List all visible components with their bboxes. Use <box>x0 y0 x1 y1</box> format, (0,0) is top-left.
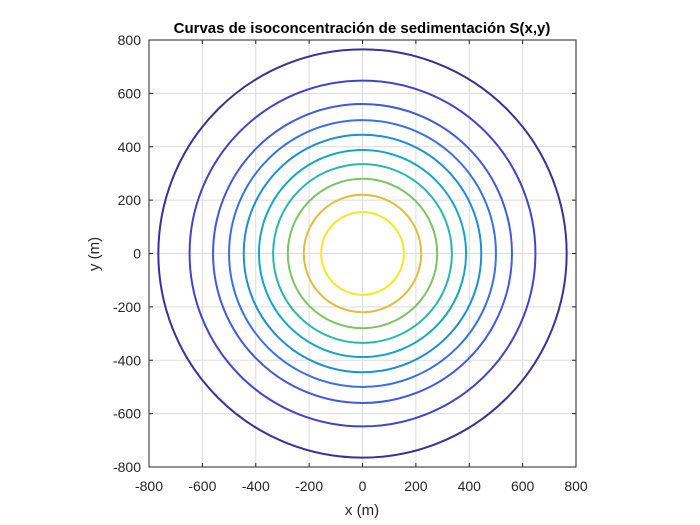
y-axis-label: y (m) <box>86 237 103 271</box>
y-tick-label: 0 <box>133 246 141 262</box>
contour-line-1 <box>157 48 568 459</box>
x-tick-label: -200 <box>295 478 323 494</box>
x-tick-label: -600 <box>188 478 216 494</box>
y-tick-label: 600 <box>118 85 142 101</box>
x-axis-label: x (m) <box>345 502 379 519</box>
y-tick-label: -800 <box>113 459 141 475</box>
contour-line-8 <box>286 177 439 330</box>
axis-ticks <box>148 39 577 468</box>
contour-lines <box>157 48 568 459</box>
contour-line-6 <box>257 148 468 359</box>
contour-line-5 <box>242 133 483 374</box>
y-tick-label: 800 <box>118 32 142 48</box>
y-tick-label: -400 <box>113 352 141 368</box>
x-tick-label: -400 <box>242 478 270 494</box>
contour-line-2 <box>188 79 537 428</box>
x-tick-label: 0 <box>359 478 367 494</box>
contour-line-9 <box>302 193 423 314</box>
y-tick-label: 200 <box>118 192 142 208</box>
contour-line-4 <box>228 119 497 388</box>
contour-line-3 <box>212 103 513 404</box>
x-tick-label: -800 <box>135 478 163 494</box>
x-tick-label: 200 <box>404 478 428 494</box>
contour-line-7 <box>272 163 453 344</box>
x-tick-label: 400 <box>458 478 482 494</box>
x-tick-labels: -800 -600 -400 -200 0 200 400 600 800 <box>135 478 588 494</box>
y-tick-label: -600 <box>113 406 141 422</box>
chart-title: Curvas de isoconcentración de sedimentac… <box>174 20 551 37</box>
y-tick-label: -200 <box>113 299 141 315</box>
y-tick-label: 400 <box>118 139 142 155</box>
y-tick-labels: -800 -600 -400 -200 0 200 400 600 800 <box>113 32 141 475</box>
x-tick-label: 600 <box>511 478 535 494</box>
contour-line-10 <box>320 211 405 296</box>
x-tick-label: 800 <box>564 478 588 494</box>
